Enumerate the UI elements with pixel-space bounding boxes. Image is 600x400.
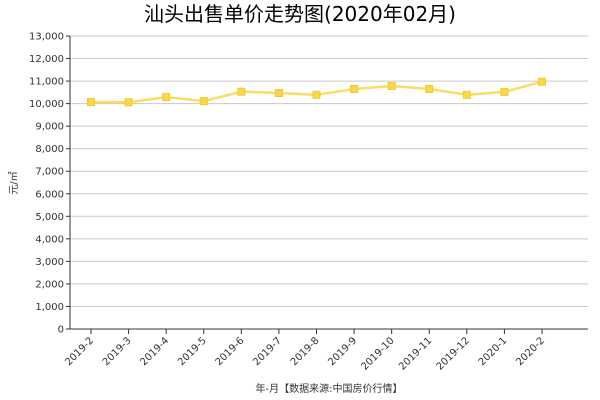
data-point	[462, 90, 471, 99]
y-tick-label: 5,000	[35, 212, 64, 223]
x-tick-label: 2019-5	[176, 335, 209, 368]
x-tick-label: 2019-4	[138, 335, 171, 368]
x-tick-label: 2019-6	[214, 335, 247, 368]
y-tick-label: 4,000	[35, 234, 64, 245]
x-tick-label: 2020-1	[477, 335, 510, 368]
data-point	[199, 97, 208, 106]
y-tick-label: 10,000	[29, 99, 64, 110]
data-point	[87, 98, 95, 107]
x-tick-label: 2019-3	[101, 335, 134, 368]
y-tick-label: 11,000	[29, 77, 64, 88]
data-point	[350, 84, 359, 93]
x-axis: 2019-2 2019-3 2019-4 2019-5 2019-6 2019-7 2019…	[63, 328, 588, 373]
data-point	[274, 89, 283, 98]
y-tick-label: 13,000	[29, 32, 64, 43]
data-point	[162, 93, 171, 102]
data-point	[500, 87, 509, 96]
y-tick-label: 12,000	[29, 54, 64, 65]
x-tick-label: 2019-2	[63, 335, 96, 368]
x-tick-label: 2019-7	[251, 335, 284, 368]
y-axis-label: 元/㎡	[8, 171, 20, 194]
data-point	[237, 87, 246, 96]
data-point	[312, 90, 321, 99]
data-point	[387, 82, 396, 91]
y-tick-label: 0	[58, 325, 64, 336]
y-tick-label: 3,000	[35, 257, 64, 268]
y-tick-label: 6,000	[35, 189, 64, 200]
data-point	[124, 98, 133, 107]
grid-lines	[70, 35, 588, 330]
x-tick-label: 2019-11	[397, 335, 434, 372]
y-tick-label: 2,000	[35, 279, 64, 290]
x-tick-label: 2019-8	[289, 335, 322, 368]
y-tick-label: 1,000	[35, 302, 64, 313]
chart-title: 汕头出售单价走势图(2020年02月)	[144, 2, 456, 26]
x-tick-label: 2019-9	[326, 335, 359, 368]
x-tick-label: 2020-2	[514, 335, 547, 368]
series-layer	[87, 77, 546, 107]
data-point	[425, 84, 434, 93]
y-tick-label: 8,000	[35, 144, 64, 155]
data-point	[538, 77, 546, 86]
x-tick-label: 2019-12	[435, 335, 472, 372]
y-tick-label: 9,000	[35, 122, 64, 133]
x-tick-label: 2019-10	[359, 335, 396, 372]
y-tick-label: 7,000	[35, 167, 64, 178]
y-axis: 0 1,000 2,000 3,000 4,000 5,000 6,000 7,000 8,00…	[29, 32, 71, 336]
x-axis-label: 年-月【数据来源:中国房价行情】	[256, 382, 403, 395]
